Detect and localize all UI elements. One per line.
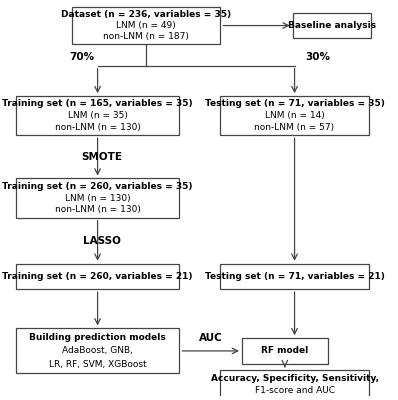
- FancyBboxPatch shape: [16, 328, 179, 374]
- FancyBboxPatch shape: [220, 370, 369, 398]
- Text: non-LNM (n = 130): non-LNM (n = 130): [55, 206, 140, 214]
- Text: LNM (n = 14): LNM (n = 14): [265, 111, 324, 120]
- Text: 70%: 70%: [69, 52, 95, 62]
- Text: Building prediction models: Building prediction models: [29, 333, 166, 342]
- FancyBboxPatch shape: [16, 96, 179, 135]
- Text: RF model: RF model: [261, 346, 308, 356]
- FancyBboxPatch shape: [242, 338, 328, 364]
- FancyBboxPatch shape: [72, 7, 220, 44]
- Text: Testing set (n = 71, variables = 21): Testing set (n = 71, variables = 21): [205, 272, 384, 281]
- Text: Training set (n = 260, variables = 21): Training set (n = 260, variables = 21): [2, 272, 193, 281]
- Text: non-LNM (n = 130): non-LNM (n = 130): [55, 123, 140, 132]
- FancyBboxPatch shape: [293, 14, 371, 38]
- Text: Testing set (n = 71, variables = 35): Testing set (n = 71, variables = 35): [205, 99, 384, 108]
- Text: Training set (n = 165, variables = 35): Training set (n = 165, variables = 35): [2, 99, 193, 108]
- Text: Training set (n = 260, variables = 35): Training set (n = 260, variables = 35): [2, 182, 193, 191]
- FancyBboxPatch shape: [16, 264, 179, 289]
- Text: Baseline analysis: Baseline analysis: [287, 21, 376, 30]
- Text: 30%: 30%: [305, 52, 330, 62]
- FancyBboxPatch shape: [16, 178, 179, 218]
- Text: LR, RF, SVM, XGBoost: LR, RF, SVM, XGBoost: [49, 360, 146, 369]
- Text: AdaBoost, GNB,: AdaBoost, GNB,: [62, 346, 133, 356]
- FancyBboxPatch shape: [220, 264, 369, 289]
- Text: AUC: AUC: [199, 333, 222, 343]
- Text: Accuracy, Specificity, Sensitivity,: Accuracy, Specificity, Sensitivity,: [211, 374, 378, 383]
- Text: LASSO: LASSO: [82, 236, 121, 246]
- Text: F1-score and AUC: F1-score and AUC: [255, 386, 335, 395]
- Text: non-LNM (n = 187): non-LNM (n = 187): [103, 32, 189, 41]
- Text: LNM (n = 35): LNM (n = 35): [68, 111, 127, 120]
- FancyBboxPatch shape: [220, 96, 369, 135]
- Text: SMOTE: SMOTE: [81, 152, 122, 162]
- Text: Dataset (n = 236, variables = 35): Dataset (n = 236, variables = 35): [61, 10, 231, 19]
- Text: non-LNM (n = 57): non-LNM (n = 57): [254, 123, 335, 132]
- Text: LNM (n = 130): LNM (n = 130): [65, 194, 131, 202]
- Text: LNM (n = 49): LNM (n = 49): [117, 21, 176, 30]
